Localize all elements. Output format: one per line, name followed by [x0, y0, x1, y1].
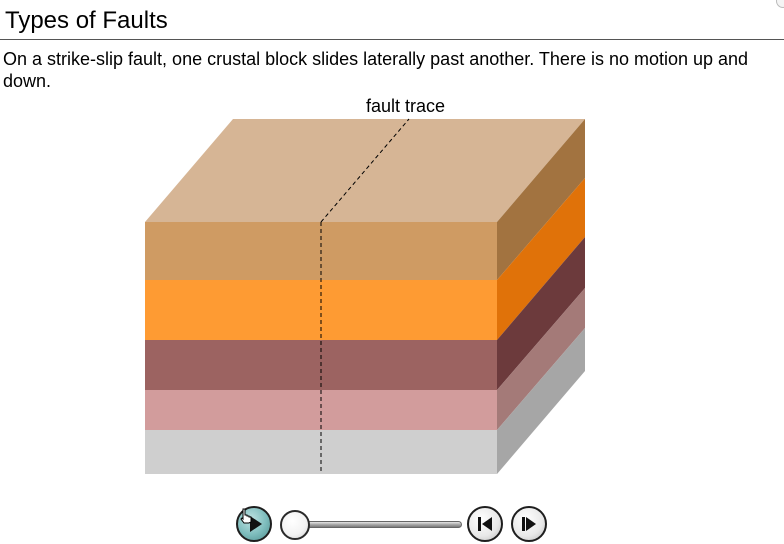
hand-pointer-icon	[240, 508, 252, 524]
block-side-layer-1	[497, 119, 585, 280]
playback-controls	[236, 505, 550, 543]
block-side-layer-3	[497, 237, 585, 390]
corner-handle-icon	[776, 0, 784, 8]
fault-trace-top-line	[320, 118, 410, 223]
progress-slider-handle[interactable]	[280, 510, 310, 540]
page-title: Types of Faults	[5, 7, 168, 34]
block-top-face	[145, 119, 585, 222]
block-front-layer-4	[145, 390, 497, 430]
block-side-layer-2	[497, 178, 585, 340]
play-icon	[250, 516, 262, 532]
description-text: On a strike-slip fault, one crustal bloc…	[3, 49, 749, 91]
step-back-icon	[478, 517, 492, 531]
fault-trace-label: fault trace	[366, 96, 445, 116]
block-side-layer-4	[497, 288, 585, 430]
title-divider	[0, 39, 784, 40]
step-forward-icon	[522, 517, 536, 531]
block-side-layer-5	[497, 328, 585, 474]
step-back-button[interactable]	[467, 506, 503, 542]
step-forward-button[interactable]	[511, 506, 547, 542]
play-button[interactable]	[236, 506, 272, 542]
block-front-layer-5	[145, 430, 497, 474]
fault-block-diagram: fault trace	[145, 96, 585, 474]
progress-track[interactable]	[286, 521, 462, 528]
